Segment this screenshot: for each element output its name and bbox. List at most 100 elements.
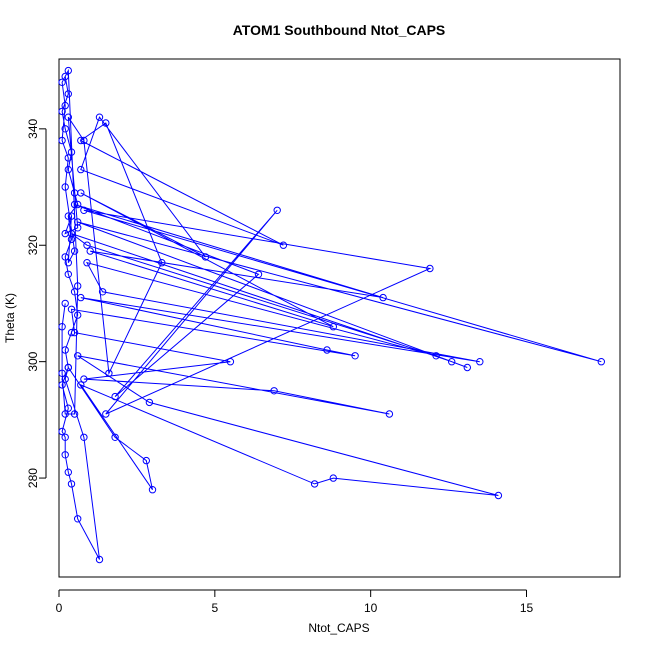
data-point bbox=[74, 200, 82, 209]
data-point bbox=[61, 183, 69, 191]
x-tick-label: 10 bbox=[364, 601, 378, 615]
data-point bbox=[105, 369, 113, 377]
data-point bbox=[58, 78, 66, 87]
x-tick-label: 5 bbox=[211, 601, 218, 615]
data-point bbox=[77, 381, 85, 389]
data-point bbox=[80, 206, 88, 215]
x-axis: 0 5 10 15 bbox=[56, 589, 534, 615]
data-point bbox=[158, 259, 166, 267]
data-point bbox=[64, 270, 73, 278]
data-point bbox=[74, 282, 82, 290]
data-point bbox=[86, 247, 94, 255]
data-point bbox=[61, 410, 69, 418]
data-point bbox=[67, 212, 76, 220]
data-point bbox=[58, 136, 66, 145]
data-point bbox=[83, 259, 91, 267]
data-point bbox=[74, 515, 82, 523]
data-point bbox=[61, 346, 69, 354]
data-point bbox=[61, 451, 69, 459]
x-axis-label: Ntot_CAPS bbox=[308, 621, 369, 635]
data-point bbox=[323, 346, 331, 354]
data-point bbox=[98, 288, 107, 296]
plot-frame bbox=[58, 58, 621, 578]
data-point bbox=[226, 358, 235, 366]
data-point bbox=[67, 480, 76, 488]
y-axis-label: Theta (K) bbox=[3, 293, 17, 343]
data-point bbox=[64, 154, 73, 162]
data-point bbox=[310, 480, 319, 488]
data-point bbox=[61, 375, 69, 383]
y-axis: 280 300 320 340 bbox=[26, 119, 47, 488]
data-point bbox=[95, 113, 104, 121]
data-point bbox=[67, 328, 76, 337]
data-point bbox=[80, 375, 88, 383]
data-point bbox=[385, 410, 394, 418]
x-tick-label: 15 bbox=[520, 601, 534, 615]
data-point bbox=[279, 241, 288, 249]
data-point bbox=[142, 456, 151, 465]
data-point bbox=[329, 474, 337, 482]
data-point bbox=[64, 363, 73, 372]
data-point bbox=[80, 433, 88, 441]
y-tick-label: 300 bbox=[26, 351, 40, 371]
data-point bbox=[64, 468, 73, 476]
data-point bbox=[61, 299, 69, 308]
x-tick-label: 0 bbox=[56, 601, 63, 615]
data-point bbox=[351, 352, 359, 360]
data-point bbox=[111, 433, 119, 441]
data-point bbox=[145, 398, 154, 407]
y-tick-label: 340 bbox=[26, 119, 40, 139]
data-point bbox=[61, 125, 69, 133]
data-point bbox=[70, 200, 79, 209]
data-point bbox=[74, 311, 82, 319]
data-point bbox=[432, 352, 440, 360]
data-point bbox=[64, 259, 73, 267]
data-point bbox=[74, 352, 82, 360]
data-point bbox=[77, 189, 85, 197]
chart-title: ATOM1 Southbound Ntot_CAPS bbox=[233, 22, 446, 38]
y-tick-label: 320 bbox=[26, 235, 40, 255]
data-point bbox=[67, 148, 76, 156]
data-point bbox=[273, 206, 281, 215]
data-point bbox=[111, 392, 119, 401]
data-point bbox=[597, 358, 605, 366]
data-point bbox=[67, 305, 76, 313]
data-point bbox=[494, 491, 503, 500]
data-point bbox=[77, 165, 85, 174]
data-point bbox=[61, 101, 69, 110]
data-point bbox=[64, 404, 73, 412]
data-point bbox=[58, 323, 66, 331]
data-point bbox=[64, 66, 73, 75]
data-point bbox=[58, 427, 66, 436]
data-point bbox=[70, 410, 79, 418]
y-tick-label: 280 bbox=[26, 468, 40, 488]
data-point bbox=[201, 253, 210, 261]
data-point bbox=[476, 358, 484, 366]
data-point bbox=[74, 224, 82, 232]
data-point bbox=[254, 270, 263, 278]
data-point bbox=[58, 107, 66, 116]
series-line bbox=[61, 68, 602, 560]
data-point bbox=[379, 293, 387, 302]
data-point bbox=[77, 136, 85, 145]
data-point bbox=[95, 555, 104, 564]
data-point bbox=[61, 433, 69, 441]
data-point bbox=[148, 486, 157, 494]
data-point bbox=[64, 90, 73, 98]
data-point bbox=[61, 229, 69, 238]
data-point bbox=[463, 363, 471, 372]
data-point bbox=[64, 165, 73, 174]
series-layer bbox=[58, 66, 605, 564]
data-point bbox=[67, 235, 76, 244]
data-point bbox=[329, 323, 337, 331]
data-point bbox=[448, 358, 456, 366]
data-point bbox=[70, 328, 79, 337]
data-point bbox=[64, 113, 73, 121]
data-point bbox=[102, 410, 110, 418]
data-point bbox=[77, 293, 85, 302]
data-point bbox=[80, 136, 88, 145]
data-point bbox=[58, 369, 66, 377]
data-point bbox=[102, 119, 110, 127]
data-point bbox=[70, 288, 79, 296]
